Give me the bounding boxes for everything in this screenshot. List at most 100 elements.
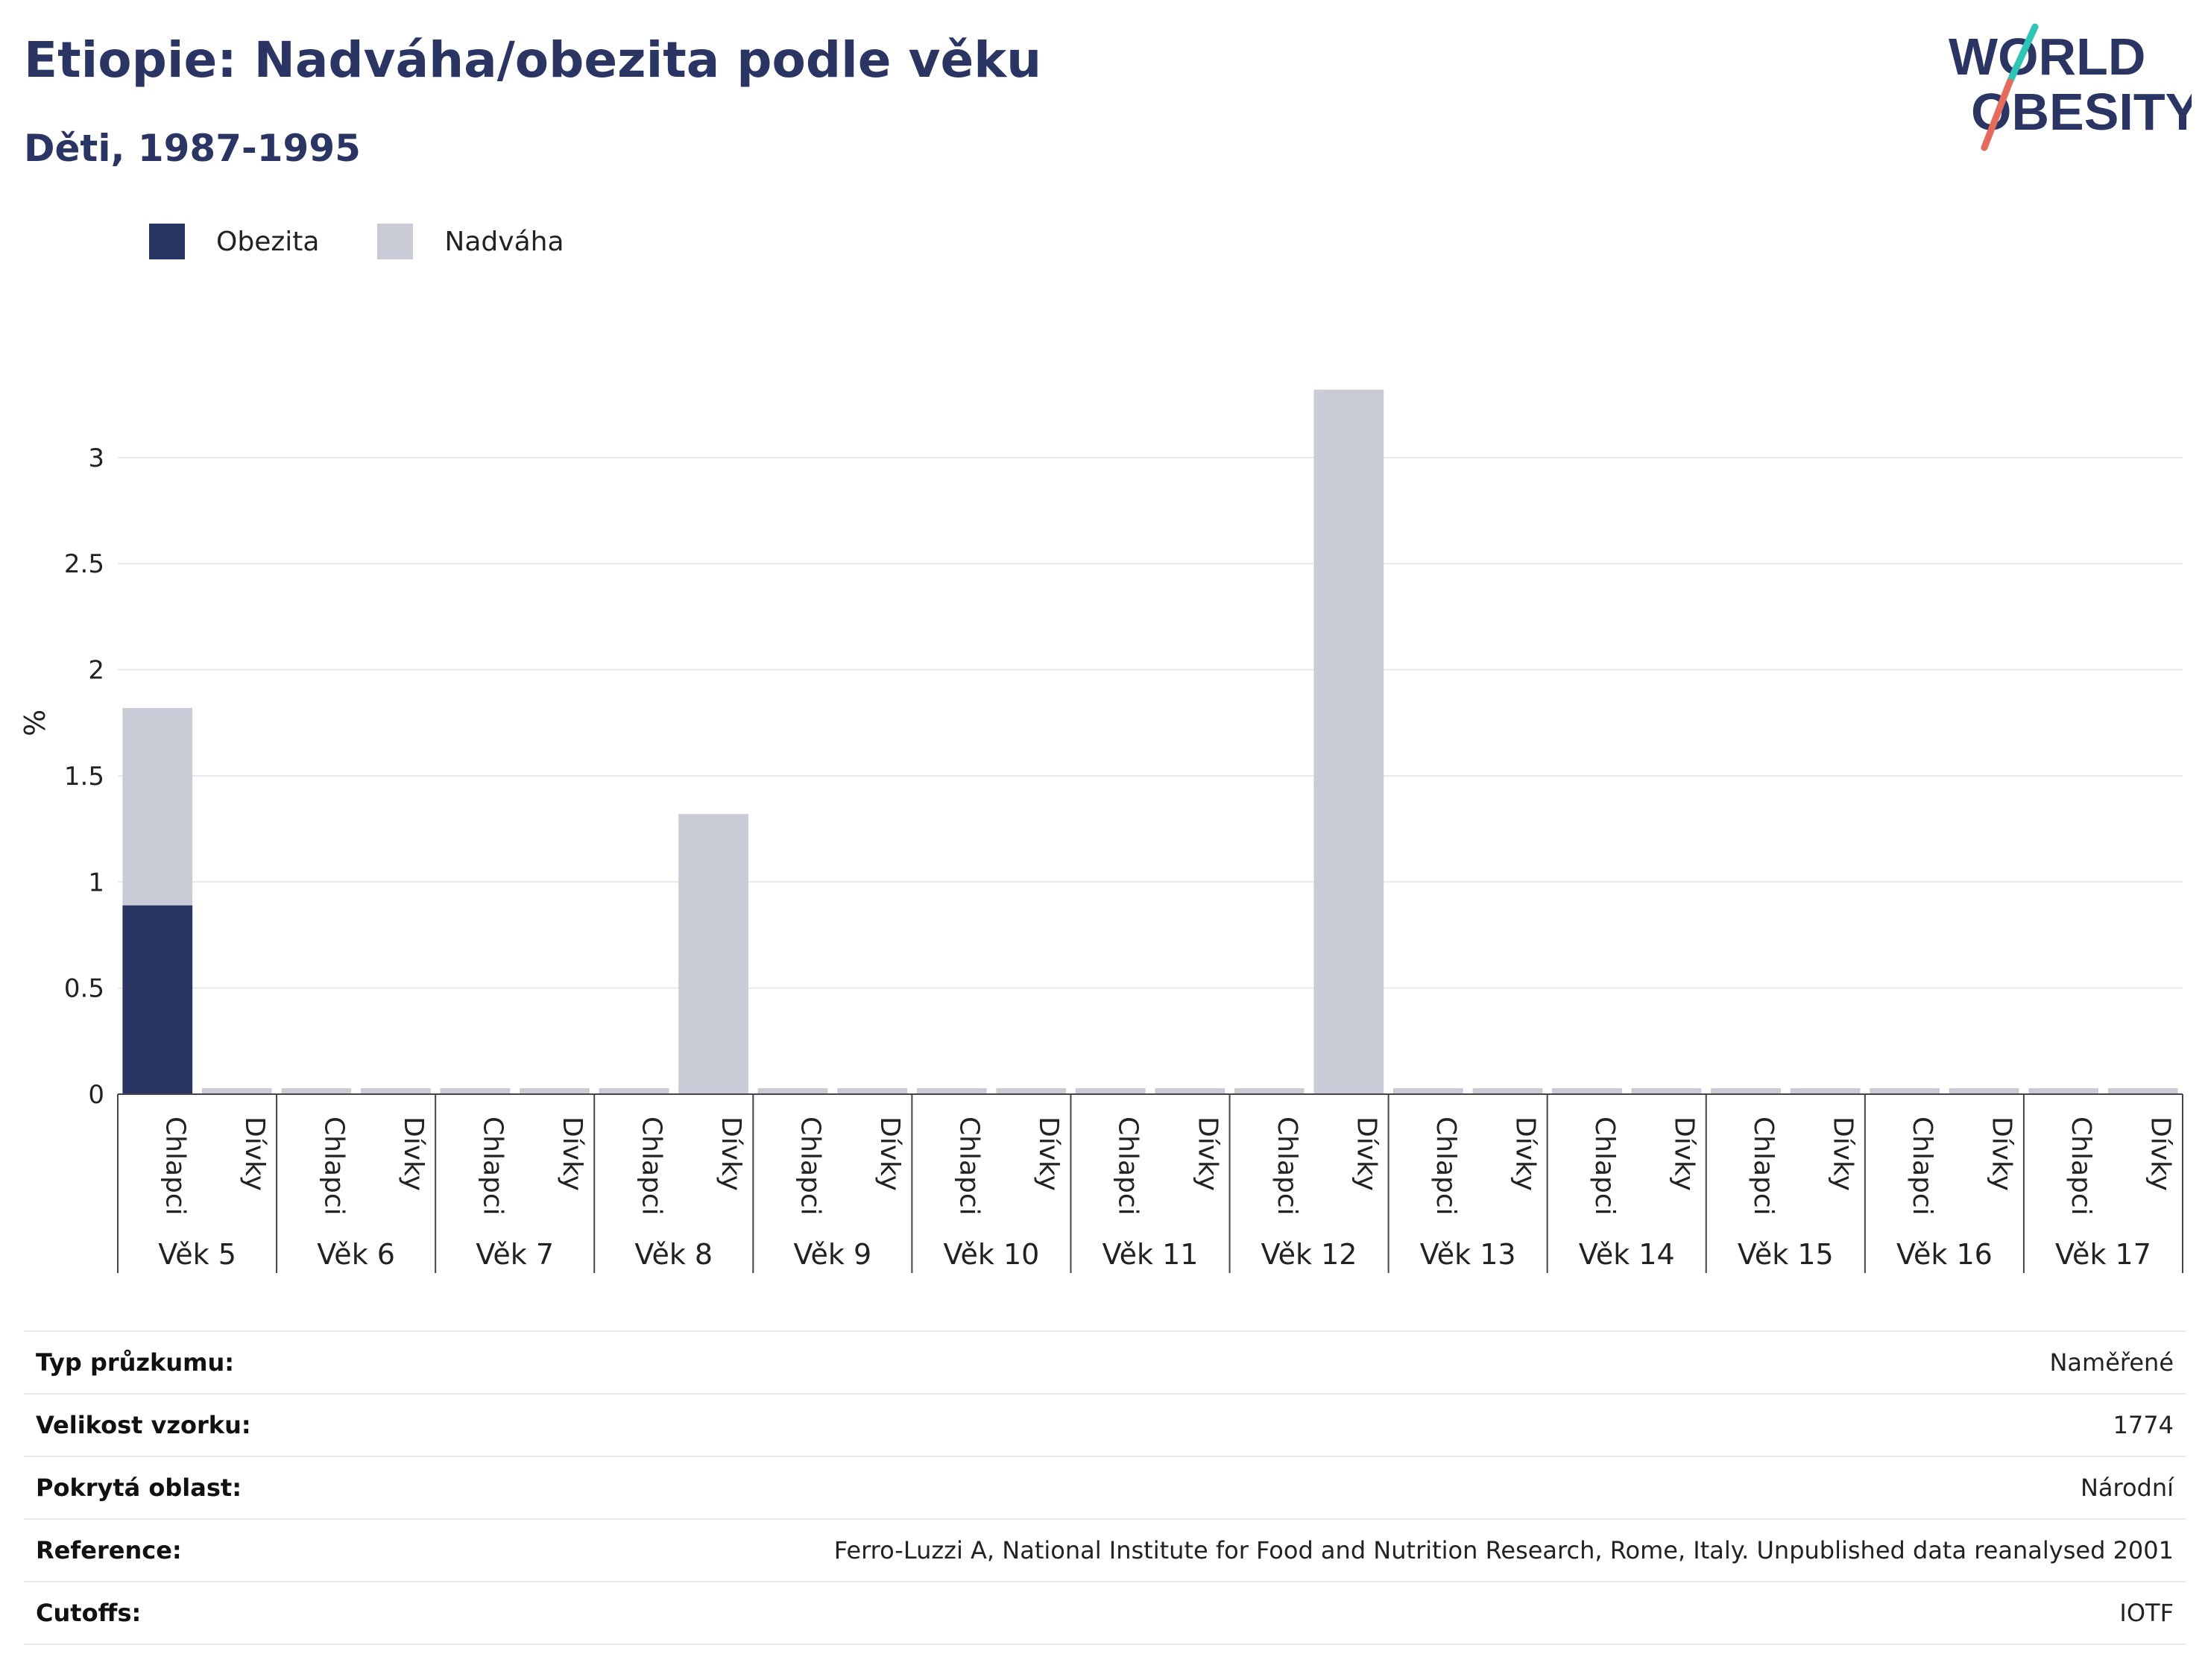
y-tick-label: 3	[88, 443, 104, 473]
x-subcategory-label: Dívky	[398, 1117, 429, 1191]
x-group-label: Věk 13	[1420, 1238, 1516, 1271]
survey-info-table: Typ průzkumu: Naměřené Velikost vzorku: …	[24, 1330, 2186, 1645]
logo-line-1: WORLD	[1949, 28, 2145, 86]
x-subcategory-label: Chlapci	[1907, 1117, 1937, 1216]
bar-nadvaha	[122, 707, 193, 906]
x-subcategory-label: Chlapci	[1589, 1117, 1620, 1216]
x-subcategory-label: Dívky	[874, 1117, 905, 1191]
logo-stroke-teal	[2006, 23, 2039, 86]
info-row-cutoffs: Cutoffs: IOTF	[24, 1581, 2186, 1645]
x-subcategory-label: Dívky	[716, 1117, 746, 1191]
bar-zero	[1155, 1088, 1225, 1094]
y-tick-label: 2	[88, 656, 104, 686]
x-subcategory-label: Dívky	[1987, 1117, 2017, 1191]
bar-zero	[916, 1088, 987, 1094]
bar-zero	[1870, 1088, 1940, 1094]
bar-zero	[281, 1088, 352, 1094]
x-group-label: Věk 9	[794, 1238, 872, 1271]
y-tick-label: 1.5	[64, 762, 104, 792]
x-subcategory-label: Chlapci	[1748, 1117, 1779, 1216]
bar-zero	[1393, 1088, 1463, 1094]
world-obesity-logo: WORLD OBESITY	[1949, 23, 2192, 151]
bar-zero	[599, 1088, 669, 1094]
info-value: Ferro-Luzzi A, National Institute for Fo…	[833, 1536, 2174, 1564]
info-label: Typ průzkumu:	[36, 1348, 235, 1377]
x-subcategory-label: Dívky	[1351, 1117, 1381, 1191]
x-subcategory-label: Dívky	[1510, 1117, 1540, 1191]
info-label: Cutoffs:	[36, 1599, 142, 1627]
x-subcategory-label: Chlapci	[637, 1117, 667, 1216]
bar-zero	[1472, 1088, 1543, 1094]
legend-swatch-nadvaha	[377, 224, 414, 259]
bar-zero	[361, 1088, 431, 1094]
bar-nadvaha	[678, 814, 748, 1094]
bar-obezita	[122, 905, 193, 1094]
bar-zero	[2028, 1088, 2099, 1094]
x-subcategory-label: Dívky	[239, 1117, 270, 1191]
x-subcategory-label: Chlapci	[1430, 1117, 1461, 1216]
bar-zero	[757, 1088, 828, 1094]
legend-label-nadvaha: Nadváha	[444, 226, 564, 257]
info-row-area: Pokrytá oblast: Národní	[24, 1456, 2186, 1518]
legend-item-obezita[interactable]: Obezita	[149, 224, 319, 259]
info-label: Velikost vzorku:	[36, 1411, 251, 1439]
page-title: Etiopie: Nadváha/obezita podle věku	[24, 31, 1042, 89]
x-group-label: Věk 8	[634, 1238, 713, 1271]
bar-zero	[837, 1088, 907, 1094]
bar-zero	[1234, 1088, 1305, 1094]
x-subcategory-label: Chlapci	[318, 1117, 349, 1216]
x-subcategory-label: Chlapci	[954, 1117, 985, 1216]
legend-item-nadvaha[interactable]: Nadváha	[377, 224, 564, 259]
legend-swatch-obezita	[149, 224, 185, 259]
x-group-label: Věk 17	[2055, 1238, 2151, 1271]
x-subcategory-label: Chlapci	[795, 1117, 826, 1216]
x-subcategory-label: Chlapci	[1272, 1117, 1302, 1216]
x-subcategory-label: Dívky	[557, 1117, 587, 1191]
x-subcategory-label: Chlapci	[477, 1117, 508, 1216]
page-subtitle: Děti, 1987-1995	[24, 127, 361, 170]
info-label: Reference:	[36, 1536, 182, 1564]
bar-zero	[1631, 1088, 1702, 1094]
x-group-label: Věk 12	[1261, 1238, 1357, 1271]
bar-zero	[440, 1088, 511, 1094]
info-row-survey-type: Typ průzkumu: Naměřené	[24, 1330, 2186, 1393]
x-subcategory-label: Dívky	[1828, 1117, 1858, 1191]
info-label: Pokrytá oblast:	[36, 1474, 242, 1502]
legend-label-obezita: Obezita	[216, 226, 320, 257]
bar-zero	[996, 1088, 1067, 1094]
bar-zero	[2107, 1088, 2178, 1094]
bar-nadvaha	[1313, 389, 1384, 1094]
x-subcategory-label: Dívky	[2145, 1117, 2176, 1191]
info-value: 1774	[2113, 1411, 2174, 1439]
bar-zero	[201, 1088, 272, 1094]
logo-stroke-coral	[1981, 78, 2013, 151]
x-group-label: Věk 15	[1738, 1238, 1834, 1271]
info-row-reference: Reference: Ferro-Luzzi A, National Insti…	[24, 1518, 2186, 1581]
x-group-label: Věk 14	[1579, 1238, 1675, 1271]
y-axis-label: %	[19, 710, 51, 736]
y-tick-label: 1	[88, 868, 104, 897]
bar-zero	[1711, 1088, 1781, 1094]
x-group-label: Věk 7	[476, 1238, 554, 1271]
x-group-label: Věk 5	[158, 1238, 236, 1271]
x-group-label: Věk 16	[1896, 1238, 1993, 1271]
info-value: Naměřené	[2049, 1348, 2174, 1377]
x-subcategory-label: Dívky	[1192, 1117, 1223, 1191]
info-value: IOTF	[2119, 1599, 2174, 1627]
bar-zero	[1790, 1088, 1861, 1094]
bar-zero	[1949, 1088, 2019, 1094]
bar-zero	[1552, 1088, 1622, 1094]
x-subcategory-label: Dívky	[1669, 1117, 1700, 1191]
info-row-sample-size: Velikost vzorku: 1774	[24, 1393, 2186, 1456]
y-tick-label: 0.5	[64, 974, 104, 1004]
x-group-label: Věk 11	[1102, 1238, 1199, 1271]
y-tick-label: 2.5	[64, 549, 104, 579]
x-group-label: Věk 10	[943, 1238, 1039, 1271]
bar-zero	[520, 1088, 590, 1094]
x-subcategory-label: Chlapci	[2066, 1117, 2096, 1216]
chart-legend: Obezita Nadváha	[149, 222, 622, 261]
y-tick-label: 0	[88, 1080, 104, 1110]
x-subcategory-label: Dívky	[1033, 1117, 1064, 1191]
bar-zero	[1075, 1088, 1146, 1094]
